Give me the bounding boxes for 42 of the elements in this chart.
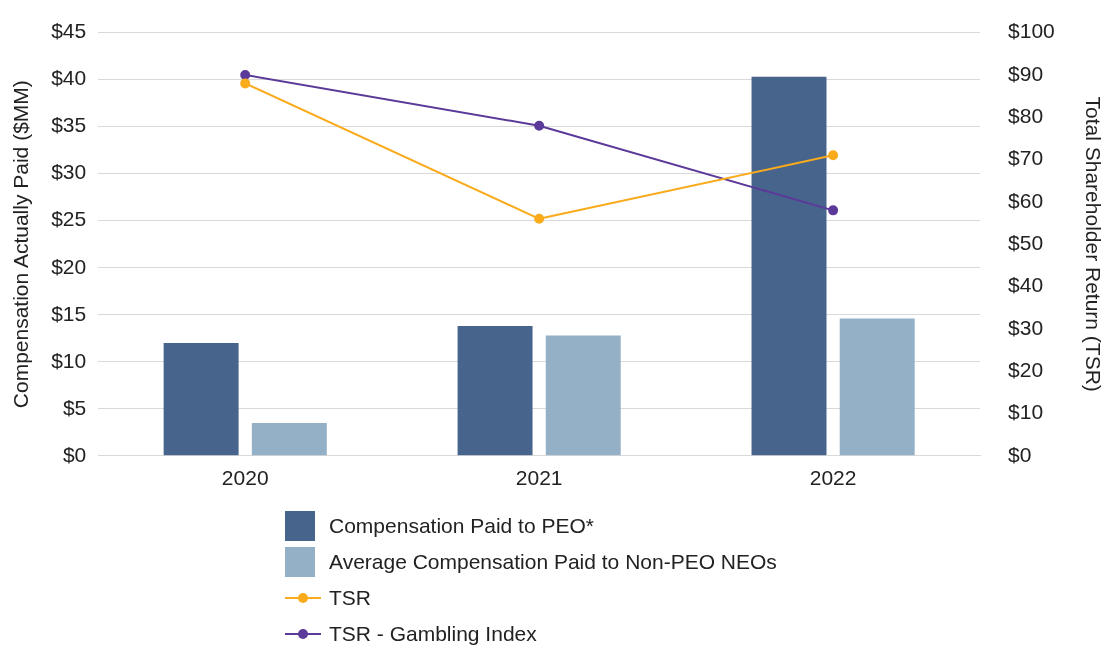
- point: [828, 205, 839, 216]
- y2-tick-label: $50: [1008, 231, 1044, 254]
- point: [534, 213, 545, 224]
- x-tick-label: 2022: [809, 466, 857, 490]
- bar: [839, 318, 915, 456]
- y-tick-label: $40: [51, 66, 87, 90]
- y-tick-label: $25: [51, 207, 87, 231]
- y2-tick-label: $70: [1008, 146, 1044, 170]
- y2-tick-label: $20: [1008, 357, 1044, 381]
- bar: [457, 326, 533, 456]
- y2-tick-label: $10: [1008, 400, 1044, 424]
- bar: [251, 422, 327, 456]
- y-tick-label: $30: [51, 160, 87, 184]
- y2-tick-label: $80: [1008, 104, 1044, 128]
- y2-tick-label: $90: [1008, 61, 1044, 85]
- point: [240, 69, 251, 80]
- y-tick-label: $0: [62, 442, 87, 466]
- y-axis-title: Compensation Actually Paid ($MM): [9, 80, 33, 409]
- y-tick-label: $5: [62, 395, 87, 419]
- y2-tick-label: $60: [1008, 188, 1044, 212]
- point: [240, 78, 251, 89]
- x-tick-label: 2020: [221, 466, 269, 490]
- y-tick-label: $45: [51, 19, 87, 43]
- x-tick-label: 2021: [515, 466, 563, 490]
- y2-tick-label: $40: [1008, 273, 1044, 297]
- y2-axis-title: Total Shareholder Return (TSR): [1081, 96, 1105, 392]
- y-tick-label: $35: [51, 113, 87, 137]
- legend-label: Compensation Paid to PEO*: [329, 514, 594, 538]
- bar: [751, 76, 827, 456]
- bar: [163, 342, 239, 456]
- y2-tick-label: $0: [1008, 442, 1032, 466]
- y-tick-label: $15: [51, 301, 87, 325]
- legend-label: Average Compensation Paid to Non-PEO NEOs: [329, 550, 777, 574]
- y-tick-label: $20: [51, 254, 87, 278]
- legend-label: TSR: [329, 586, 371, 610]
- point: [828, 150, 839, 161]
- y2-tick-label: $100: [1008, 19, 1055, 43]
- point: [534, 120, 545, 131]
- bar: [545, 335, 621, 456]
- y2-tick-label: $30: [1008, 315, 1044, 339]
- legend-label: TSR - Gambling Index: [329, 622, 537, 646]
- y-tick-label: $10: [51, 348, 87, 372]
